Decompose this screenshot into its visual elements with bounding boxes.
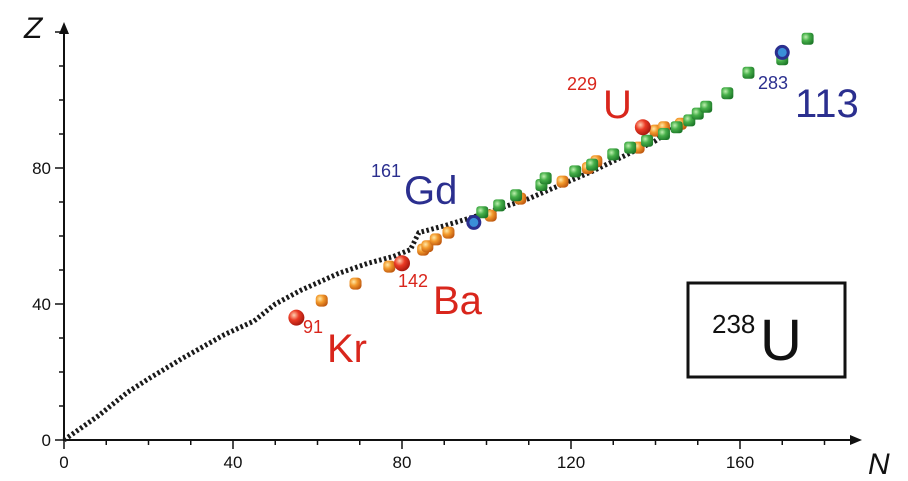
label-ba-mass: 142 xyxy=(398,271,428,291)
label-u-229: 229 U xyxy=(567,74,632,127)
point-red xyxy=(394,255,410,272)
point-orange xyxy=(349,277,362,290)
data-points xyxy=(288,32,814,326)
point-green xyxy=(607,148,620,161)
point-orange xyxy=(429,233,442,246)
point-green xyxy=(742,66,755,79)
label-gd-symbol: Gd xyxy=(404,169,457,213)
label-113-283: 283 113 xyxy=(758,73,859,126)
point-red xyxy=(288,309,305,326)
point-green xyxy=(510,189,523,202)
point-green xyxy=(700,100,713,113)
point-green xyxy=(569,165,582,178)
dotted-trend-line xyxy=(62,114,691,443)
projectile-box-frame xyxy=(686,281,847,379)
point-green xyxy=(657,128,670,140)
point-green xyxy=(801,32,814,45)
label-kr-mass: 91 xyxy=(303,317,323,337)
y-axis-arrow xyxy=(59,22,69,34)
x-tick-label-120: 120 xyxy=(557,453,585,472)
label-ba-142: 142 Ba xyxy=(398,271,483,323)
x-tick-label-0: 0 xyxy=(59,453,68,472)
label-ba-symbol: Ba xyxy=(433,279,483,323)
x-tick-label-80: 80 xyxy=(393,453,412,472)
point-green xyxy=(721,87,734,100)
point-green xyxy=(670,121,683,134)
point-green xyxy=(539,172,552,185)
projectile-box-mass: 238 xyxy=(712,309,755,339)
label-113-symbol: 113 xyxy=(795,82,859,126)
point-red xyxy=(634,119,651,136)
y-axis-label: Z xyxy=(23,12,44,45)
x-tick-label-40: 40 xyxy=(224,453,243,472)
projectile-box-symbol: U xyxy=(760,308,802,373)
x-tick-label-160: 160 xyxy=(726,453,754,472)
point-green xyxy=(476,206,489,219)
point-green xyxy=(624,141,637,154)
x-axis-arrow xyxy=(850,435,862,445)
label-gd-161: 161 Gd xyxy=(371,161,457,213)
label-u-mass: 229 xyxy=(567,74,597,94)
label-u-symbol: U xyxy=(603,83,632,127)
point-blue xyxy=(774,44,790,60)
label-kr-91: 91 Kr xyxy=(303,317,367,371)
point-orange xyxy=(315,294,328,307)
point-green xyxy=(493,199,506,212)
point-green xyxy=(641,134,654,147)
point-orange xyxy=(442,226,455,239)
point-green xyxy=(586,158,599,171)
label-gd-mass: 161 xyxy=(371,161,401,181)
point-orange xyxy=(383,260,396,273)
projectile-box: 238 U xyxy=(686,281,847,379)
y-tick-label-40: 40 xyxy=(32,295,51,314)
x-axis-label: N xyxy=(868,448,890,481)
label-kr-symbol: Kr xyxy=(327,327,367,371)
y-tick-label-0: 0 xyxy=(42,431,51,450)
y-tick-label-80: 80 xyxy=(32,159,51,178)
point-blue xyxy=(466,214,482,230)
point-orange xyxy=(556,175,569,188)
label-113-mass: 283 xyxy=(758,73,788,93)
axis-ticks xyxy=(55,31,826,449)
